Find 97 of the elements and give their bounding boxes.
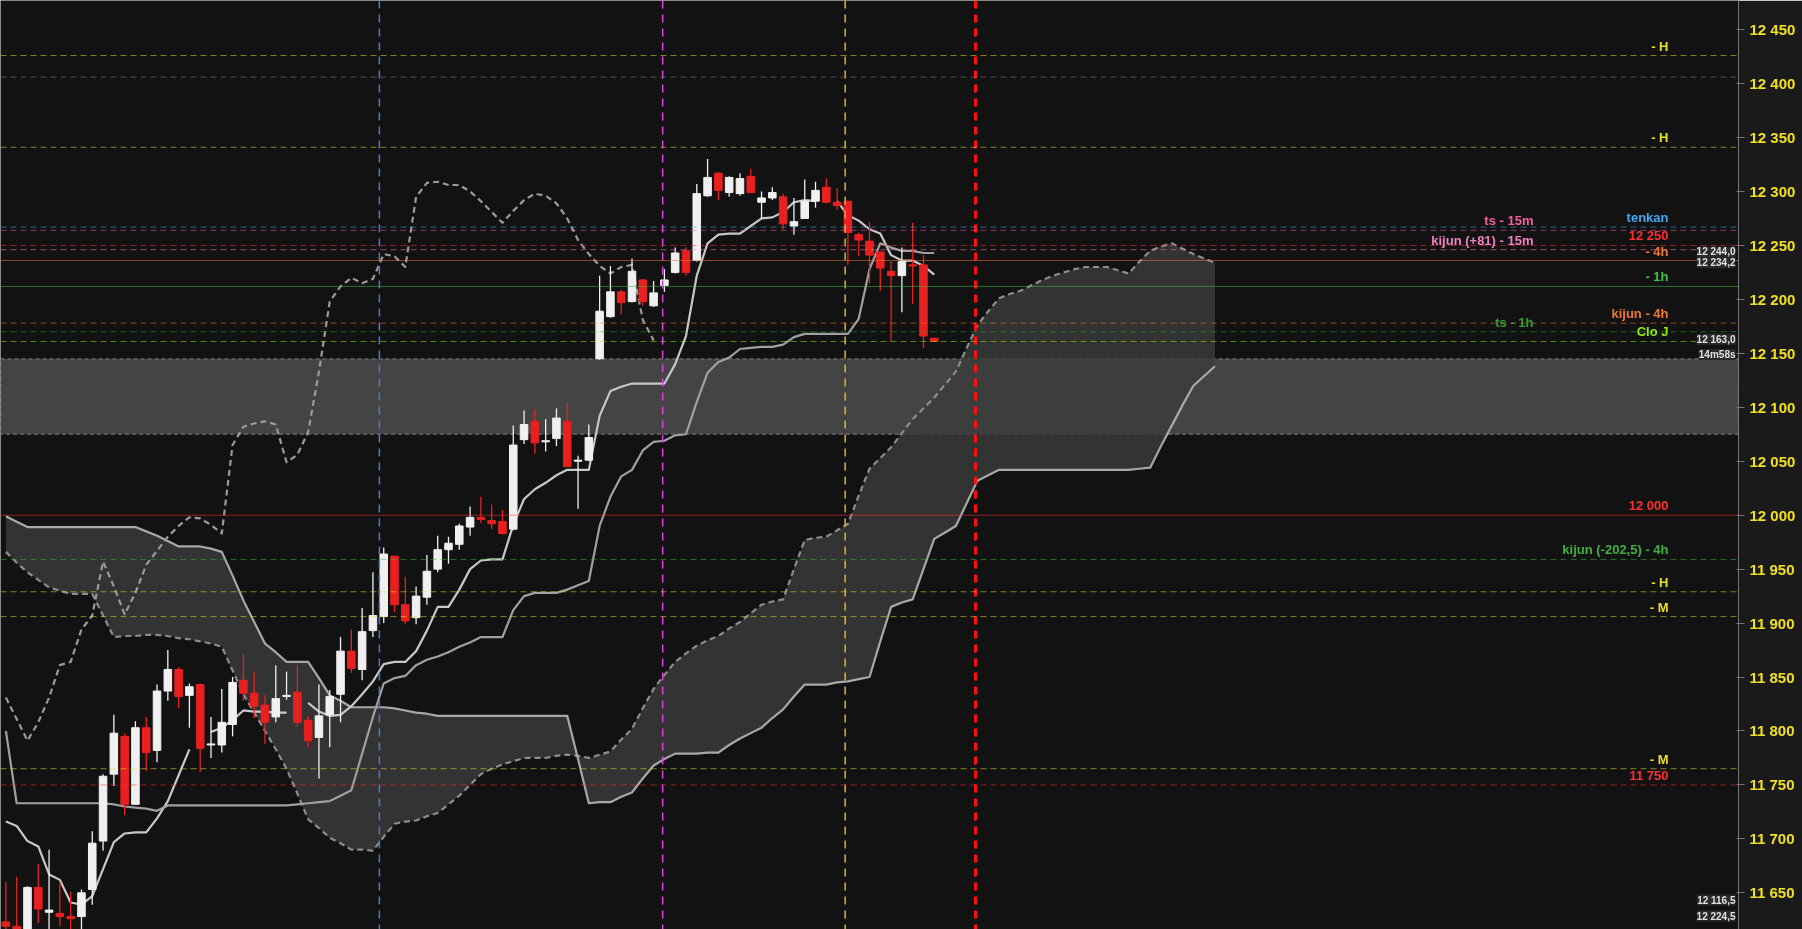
candlestick [757,190,766,220]
candlestick [541,418,550,453]
line-series [4,180,655,742]
candlestick [908,222,917,305]
y-tick-label: 12 350 [1749,129,1796,147]
candlestick [638,278,648,307]
candlestick [163,649,173,702]
annotation: 14m58s [1698,348,1736,360]
y-tick-label: 11 700 [1749,830,1795,848]
candlestick [865,221,874,284]
candlestick [185,682,194,729]
y-tick-label: 11 650 [1749,884,1795,902]
y-tick-label: 12 250 [1749,236,1796,254]
ref-line-label: - 1h [1645,269,1669,285]
candlestick [681,246,691,277]
ref-line-label: ts - 1h [1495,314,1534,330]
candlestick [703,158,712,198]
ref-line-label: - 4h [1645,243,1669,259]
ref-line-label: - M [1649,599,1669,615]
candlestick [347,628,356,674]
candlestick [876,251,885,292]
annotation: 12 163,0 [1696,333,1736,345]
candlestick [1,881,11,929]
ref-line-label: tenkan [1626,210,1669,226]
candlestick [444,536,453,565]
candlestick [44,849,54,929]
candlestick [368,571,378,638]
y-tick-label: 12 100 [1749,398,1796,416]
candlestick [854,231,863,257]
y-tick-label: 11 850 [1749,668,1795,686]
ref-line-label: - H [1651,38,1669,54]
candlestick [465,505,475,537]
candlestick [239,653,248,702]
ref-line-label: ts - 15m [1484,213,1534,229]
y-tick-label: 12 000 [1749,506,1796,524]
candlestick [886,260,896,343]
ref-line-label: Clo J [1636,324,1669,340]
candlestick [498,509,507,536]
ref-line-label: 12 250 [1628,228,1669,244]
candlestick [649,280,658,308]
candlestick [77,888,86,929]
candlestick [530,408,540,455]
y-tick-label: 12 200 [1749,290,1796,308]
annotation: 12 224,5 [1696,910,1736,922]
candlestick [282,670,291,701]
candlestick [34,863,43,924]
y-tick-label: 11 900 [1749,614,1795,632]
annotation: 12 234,2 [1696,257,1736,269]
candlestick [800,178,810,220]
annotation: 12 116,5 [1697,894,1736,906]
candlestick [325,689,335,748]
candlestick [217,688,227,754]
y-tick-label: 12 450 [1749,21,1796,39]
candlestick [746,168,756,194]
candlestick [271,664,281,723]
candlestick [249,670,259,719]
ref-line-label: - M [1649,751,1669,767]
y-tick-label: 12 300 [1749,182,1796,200]
candlestick [260,694,270,745]
candlestick [303,715,313,748]
candlestick [616,289,626,316]
candlestick [714,171,723,201]
candlestick [573,455,583,510]
y-tick-label: 11 750 [1749,776,1795,794]
candlestick [66,891,75,929]
ref-line-label: - H [1651,574,1669,590]
candlestick [476,496,486,524]
candlestick [735,172,745,197]
candlestick [206,716,216,759]
annotation: 12 244,0 [1696,246,1736,258]
ref-line-label: 12 000 [1628,498,1669,514]
ref-line-label: kijun (+81) - 15m [1431,232,1534,248]
candlestick [897,246,907,313]
candlestick [584,423,594,462]
candlestick [789,197,799,236]
candlestick [724,175,734,198]
candlestick [455,523,464,551]
y-tick-label: 12 050 [1749,452,1796,470]
candlestick [12,875,21,929]
ref-line-label: kijun - 4h [1611,306,1669,322]
candlestick [670,246,680,275]
candlestick [487,503,496,530]
y-tick-label: 11 950 [1749,560,1795,578]
ref-line-label: kijun (-202,5) - 4h [1562,542,1669,558]
candlestick [433,535,442,574]
candlestick [811,181,820,209]
candlestick [314,683,324,780]
candlestick [822,177,831,204]
candlestick [55,881,65,927]
y-tick-label: 12 400 [1749,75,1796,93]
candlestick [401,576,410,625]
candlestick [519,409,529,445]
ref-line-label: - H [1651,130,1669,146]
candlestick [552,407,561,447]
y-tick-label: 11 800 [1749,722,1795,740]
y-tick-label: 12 150 [1749,344,1796,362]
ref-line-label: 11 750 [1629,767,1669,783]
